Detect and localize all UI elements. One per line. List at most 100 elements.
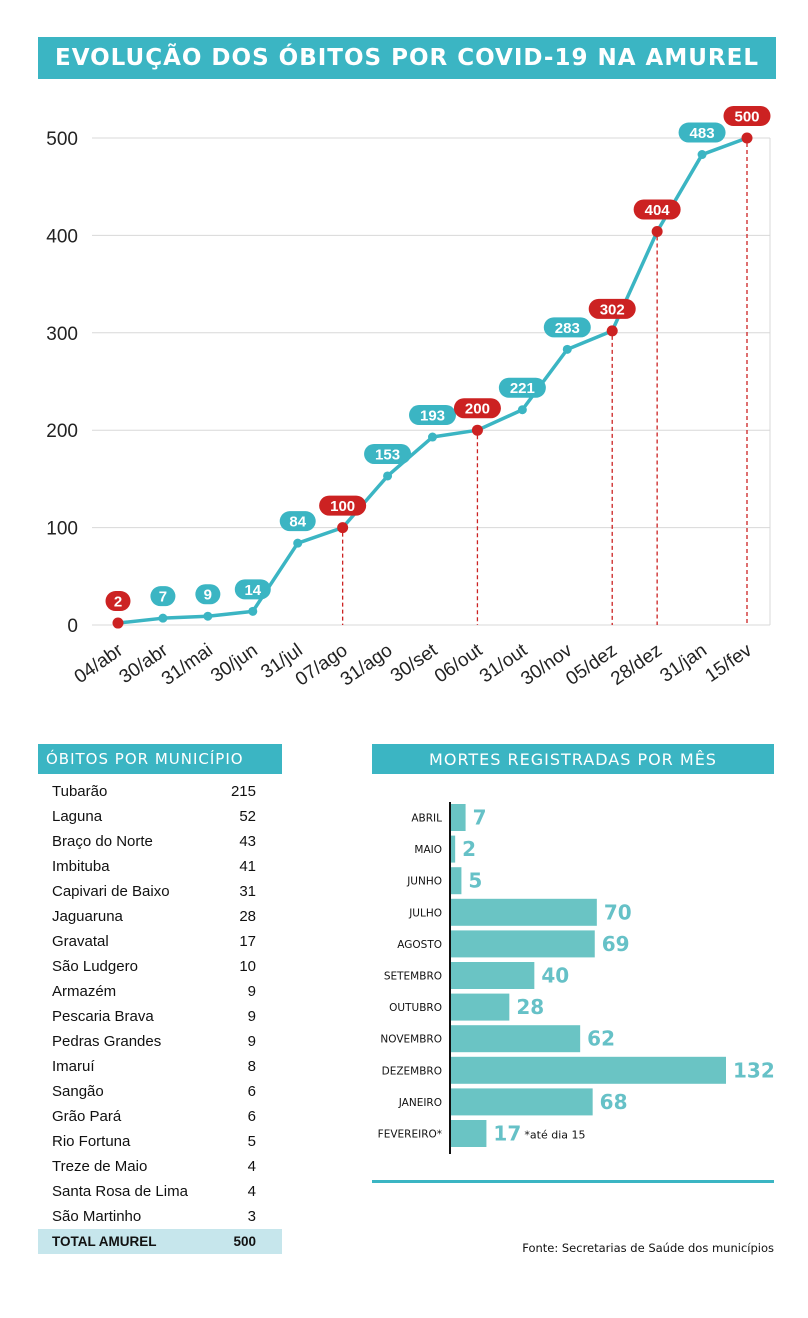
data-label: 302 <box>588 298 636 319</box>
municipality-deaths: 9 <box>247 983 256 1000</box>
municipality-deaths: 43 <box>239 833 256 850</box>
table-row: São Martinho 3 <box>38 1204 282 1229</box>
municipality-name: Gravatal <box>52 933 109 950</box>
municipality-name: Imaruí <box>52 1058 95 1075</box>
data-label-text: 483 <box>690 125 715 142</box>
x-tick-label: 30/nov <box>517 640 576 690</box>
line-chart: 0 100 200 300 400 500 2 7 9 14 84 100 153 193 200 221 28… <box>46 106 771 691</box>
data-label: 200 <box>453 398 501 419</box>
total-value: 500 <box>220 1229 282 1254</box>
municipality-deaths: 9 <box>247 1033 256 1050</box>
data-label: 14 <box>234 579 271 600</box>
data-label-pill <box>319 495 367 516</box>
municipality-name: Rio Fortuna <box>52 1133 131 1150</box>
main-title: EVOLUÇÃO DOS ÓBITOS POR COVID-19 NA AMUR… <box>38 37 776 79</box>
data-label: 283 <box>543 317 591 338</box>
municipality-deaths: 31 <box>239 883 256 900</box>
x-tick-label: 31/ago <box>337 640 397 691</box>
table-row: Braço do Norte 43 <box>38 829 282 854</box>
bar <box>451 1056 726 1084</box>
municipality-name: Sangão <box>52 1083 104 1100</box>
bar <box>451 898 597 926</box>
bar-value-label: 68 <box>600 1090 628 1114</box>
y-tick-label: 200 <box>46 421 78 442</box>
data-label: 2 <box>105 591 131 612</box>
table-row: Gravatal 17 <box>38 929 282 954</box>
data-label-text: 2 <box>114 594 122 611</box>
data-label-text: 404 <box>645 202 671 219</box>
data-point <box>741 132 753 144</box>
municipality-deaths: 6 <box>247 1108 256 1125</box>
bar <box>451 867 462 895</box>
municipality-deaths: 28 <box>239 908 256 925</box>
data-label: 100 <box>319 495 367 516</box>
municipality-deaths: 4 <box>247 1183 256 1200</box>
municipality-name: Jaguaruna <box>52 908 123 925</box>
x-tick-label: 06/out <box>431 639 487 687</box>
municipality-deaths: 9 <box>247 1008 256 1025</box>
municipality-deaths: 17 <box>239 933 256 950</box>
municipality-name: Laguna <box>52 808 103 825</box>
data-point <box>203 611 213 621</box>
y-tick-label: 100 <box>46 519 78 540</box>
data-label-pill <box>453 398 501 419</box>
bar-value-label: 69 <box>602 932 630 956</box>
table-row: Imbituba 41 <box>38 854 282 879</box>
data-point <box>428 432 437 442</box>
x-tick-label: 31/mai <box>158 640 217 690</box>
municipality-name: Pedras Grandes <box>52 1033 162 1050</box>
table-row: Laguna 52 <box>38 804 282 829</box>
bar-category-label: FEVEREIRO* <box>378 1129 442 1141</box>
municipality-deaths: 4 <box>247 1158 256 1175</box>
bar <box>451 1025 581 1053</box>
data-label-text: 283 <box>555 320 580 337</box>
municipality-deaths: 5 <box>247 1133 256 1150</box>
x-tick-label: 04/abr <box>71 640 128 688</box>
data-label: 483 <box>678 122 726 143</box>
data-label-text: 193 <box>420 408 445 425</box>
bar-value-label: 28 <box>516 995 544 1019</box>
bar <box>451 1120 487 1147</box>
x-tick-label: 28/dez <box>607 640 666 690</box>
bar-value-label: 40 <box>541 964 569 988</box>
data-label-text: 100 <box>330 498 355 515</box>
table-row: Jaguaruna 28 <box>38 904 282 929</box>
data-point <box>112 617 124 629</box>
municipality-name: Armazém <box>52 983 117 1000</box>
x-tick-label: 05/dez <box>562 640 621 690</box>
bar-value-label: 62 <box>587 1027 615 1051</box>
municipality-name: São Ludgero <box>52 958 138 975</box>
data-label-text: 9 <box>204 587 212 604</box>
data-label-text: 200 <box>465 401 490 418</box>
bar-category-label: DEZEMBRO <box>382 1065 442 1077</box>
data-label-text: 221 <box>510 380 535 397</box>
municipality-name: Imbituba <box>52 858 110 875</box>
municipality-deaths: 52 <box>239 808 256 825</box>
bar-category-label: JANEIRO <box>398 1097 442 1109</box>
data-point <box>651 226 663 238</box>
x-tick-label: 31/jan <box>656 640 710 687</box>
municipality-name: Tubarão <box>52 783 108 800</box>
table-row: Armazém 9 <box>38 979 282 1004</box>
bar-category-label: JULHO <box>408 907 442 919</box>
data-label: 84 <box>279 511 316 532</box>
data-point <box>517 405 527 415</box>
data-label-pill <box>498 377 546 398</box>
municipality-table: Tubarão 215 Laguna 52 Braço do Norte 43 Imbitu… <box>38 779 282 1254</box>
monthly-chart-header: MORTES REGISTRADAS POR MÊS <box>372 744 774 774</box>
data-point <box>562 344 572 354</box>
table-row: Santa Rosa de Lima 4 <box>38 1179 282 1204</box>
data-label-pill <box>195 584 221 605</box>
bar-category-label: SETEMBRO <box>384 971 442 983</box>
total-row: TOTAL AMUREL 500 <box>38 1229 282 1254</box>
data-label-pill <box>234 579 271 600</box>
data-label-text: 153 <box>375 446 400 463</box>
bar <box>451 930 595 958</box>
data-label: 9 <box>195 584 221 605</box>
y-tick-label: 300 <box>46 324 78 345</box>
monthly-bar-chart: ABRIL 7 MAIO 2 JUNHO 5 JULHO 70 AGOSTO 69 SETEMBRO… <box>378 802 775 1154</box>
table-row: Pedras Grandes 9 <box>38 1029 282 1054</box>
data-label-pill <box>150 586 176 607</box>
data-label-pill <box>364 443 412 464</box>
x-tick-label: 30/set <box>387 639 442 686</box>
